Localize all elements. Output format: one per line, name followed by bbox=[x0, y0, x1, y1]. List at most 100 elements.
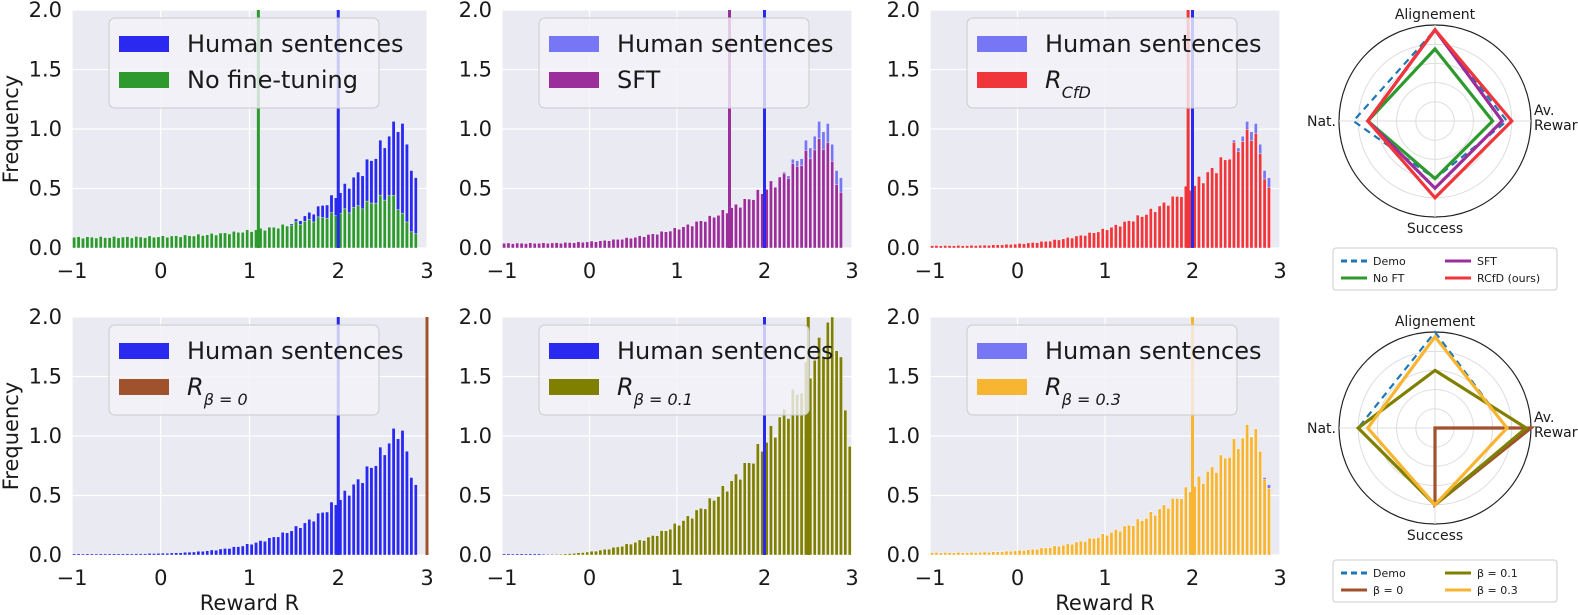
histogram-bar bbox=[1100, 228, 1105, 249]
y-tick-label: 0.0 bbox=[459, 236, 492, 260]
histogram-bar bbox=[1210, 466, 1214, 556]
histogram-bar bbox=[316, 512, 320, 556]
histogram-bar bbox=[1144, 214, 1149, 249]
histogram-bar bbox=[769, 425, 773, 556]
radar-axis-label: Av. bbox=[1534, 103, 1554, 119]
histogram-bar bbox=[378, 446, 383, 556]
y-tick-label: 2.0 bbox=[29, 305, 62, 329]
histogram-bar bbox=[405, 221, 409, 249]
histogram-bar bbox=[1061, 238, 1066, 249]
legend-swatch bbox=[977, 343, 1027, 359]
x-tick-label: 0 bbox=[1011, 566, 1024, 590]
x-tick-label: 1 bbox=[1098, 566, 1111, 590]
histogram-bar bbox=[773, 186, 778, 249]
histogram-bar bbox=[391, 195, 396, 249]
histogram-bar bbox=[956, 552, 961, 556]
histogram-bar bbox=[1087, 537, 1092, 556]
histogram-bar bbox=[546, 243, 550, 249]
histogram-bar bbox=[1249, 436, 1254, 556]
histogram-bar bbox=[804, 150, 808, 249]
histogram-bar bbox=[1170, 498, 1175, 556]
histogram-bar bbox=[81, 237, 85, 249]
histogram-bar bbox=[285, 532, 289, 556]
histogram-bar bbox=[585, 551, 589, 556]
histogram-bar bbox=[1135, 214, 1140, 249]
histogram-bar bbox=[258, 540, 263, 556]
x-tick-label: −1 bbox=[915, 566, 946, 590]
histogram-bar bbox=[303, 522, 307, 556]
histogram-bar bbox=[1258, 153, 1262, 249]
histogram-bar bbox=[413, 484, 418, 556]
histogram-bar bbox=[320, 217, 325, 249]
x-tick-label: 3 bbox=[1273, 566, 1286, 590]
histogram-bar bbox=[200, 235, 205, 249]
histogram-bar bbox=[1009, 244, 1013, 249]
histogram-bar bbox=[369, 467, 374, 556]
histogram-bar bbox=[129, 553, 134, 556]
y-tick-label: 1.0 bbox=[29, 117, 62, 141]
histogram-bar bbox=[703, 508, 708, 556]
radar-axis-label: Alignement bbox=[1395, 7, 1476, 23]
histogram-bar bbox=[351, 207, 356, 249]
histogram-bar bbox=[721, 485, 725, 556]
histogram-bar bbox=[734, 204, 738, 249]
x-tick-label: 0 bbox=[583, 566, 596, 590]
y-tick-label: 0.5 bbox=[29, 484, 62, 508]
histogram-bar bbox=[795, 394, 799, 556]
histogram-bar bbox=[607, 240, 611, 249]
legend-label: Human sentences bbox=[187, 337, 404, 365]
histogram-bar bbox=[329, 212, 334, 249]
histogram-bar bbox=[1017, 243, 1022, 249]
histogram-bar bbox=[611, 547, 616, 556]
legend-box bbox=[108, 17, 380, 109]
radar-legend-box bbox=[1332, 559, 1558, 603]
histogram-bar bbox=[1153, 211, 1157, 249]
histogram-bar bbox=[311, 221, 316, 249]
y-tick-label: 0.5 bbox=[29, 177, 62, 201]
histogram-bar bbox=[1070, 237, 1074, 249]
y-axis-title: Frequency bbox=[0, 75, 23, 184]
histogram-bar bbox=[799, 392, 804, 556]
histogram-bar bbox=[707, 497, 712, 556]
histogram-bar bbox=[930, 245, 934, 249]
x-tick-label: 3 bbox=[420, 259, 433, 283]
histogram-bar bbox=[834, 350, 839, 556]
histogram-bar bbox=[502, 553, 506, 556]
histogram-bar bbox=[289, 224, 294, 249]
legend-swatch bbox=[977, 379, 1027, 395]
histogram-bar bbox=[1232, 438, 1236, 556]
legend-swatch bbox=[549, 379, 599, 395]
histogram-bar bbox=[686, 224, 690, 249]
histogram-bar bbox=[677, 525, 681, 556]
histogram-bar bbox=[690, 225, 694, 249]
histogram-bar bbox=[1109, 227, 1114, 249]
histogram-bar bbox=[995, 551, 1000, 556]
histogram-bar bbox=[1057, 239, 1061, 249]
histogram-bar bbox=[581, 552, 585, 556]
histogram-bar bbox=[721, 209, 725, 249]
histogram-bar bbox=[267, 537, 272, 556]
x-tick-label: 3 bbox=[420, 566, 433, 590]
histogram-bar bbox=[637, 539, 642, 556]
radar-series bbox=[1365, 27, 1514, 201]
histogram-bar bbox=[1162, 504, 1166, 556]
histogram-bar bbox=[72, 237, 76, 249]
y-tick-label: 0.0 bbox=[29, 236, 62, 260]
histogram-bar bbox=[839, 191, 843, 249]
histogram-bar bbox=[1144, 518, 1149, 556]
histogram-bar bbox=[85, 236, 90, 249]
legend-label: Human sentences bbox=[1045, 337, 1262, 365]
histogram-bar bbox=[1087, 232, 1092, 249]
histogram-bar bbox=[651, 535, 655, 556]
histogram-bar bbox=[633, 236, 638, 249]
histogram-bar bbox=[598, 240, 603, 249]
legend-subscript: CfD bbox=[1062, 83, 1091, 102]
histogram-bar bbox=[342, 208, 347, 249]
histogram-bar bbox=[616, 239, 620, 249]
histogram-bar bbox=[112, 553, 116, 556]
histogram-bar bbox=[396, 209, 400, 249]
x-tick-label: 1 bbox=[1098, 259, 1111, 283]
radar-axis-label: Alignement bbox=[1395, 314, 1476, 330]
histogram-bar bbox=[1153, 515, 1157, 556]
histogram-bar bbox=[1179, 196, 1184, 249]
